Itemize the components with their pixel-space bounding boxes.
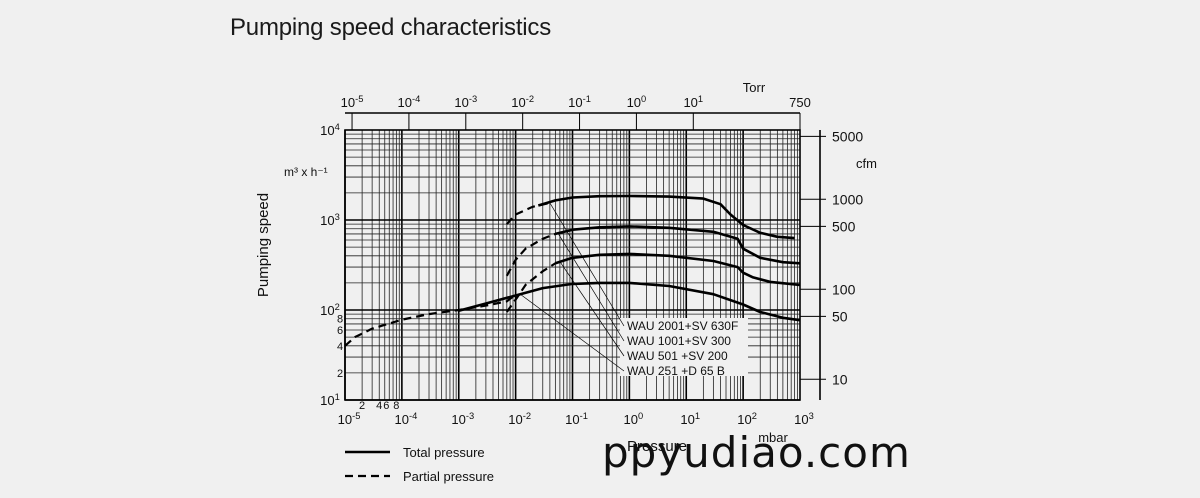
series-leader-line: [549, 202, 625, 327]
plot-frame: [344, 129, 801, 401]
chart-title: Pumping speed characteristics: [230, 14, 552, 41]
bottom-tick-label: 10-2: [508, 411, 531, 427]
left-minor-label: 2: [337, 368, 343, 380]
left-axis-m3h: 101 102 103 104 2 4 68: [320, 122, 343, 408]
bottom-minor-label: 6: [383, 400, 389, 412]
series-label: WAU 251 +D 65 B: [627, 364, 725, 378]
series-4-partial-curve: [344, 293, 517, 347]
left-minor-label: 4: [337, 341, 343, 353]
series-label: WAU 1001+SV 300: [627, 334, 731, 348]
left-tick-label: 104: [320, 122, 340, 138]
watermark-text: ppyudiao.com: [602, 428, 911, 477]
right-tick-label: 100: [832, 281, 856, 297]
bottom-axis-mbar: 10-5 10-4 10-3 10-2 10-1 100 101 102 103 2 4 6 8 mbar…: [338, 400, 814, 455]
series-3-total-curve: [555, 252, 801, 287]
bottom-tick-label: 10-3: [451, 411, 474, 427]
top-tick-label: 100: [627, 94, 647, 110]
series-3-partial-curve: [505, 262, 556, 313]
bottom-tick-label: 102: [737, 411, 757, 427]
top-tick-label: 10-4: [398, 94, 421, 110]
left-tick-label: 103: [320, 212, 340, 228]
top-axis-torr: 10-5 10-4 10-3 10-2 10-1 100 101 750 Torr: [341, 80, 811, 130]
bottom-tick-label: 10-5: [338, 411, 361, 427]
top-axis-unit: Torr: [743, 80, 766, 95]
right-tick-label: 50: [832, 308, 848, 324]
series-leader-line: [559, 261, 625, 357]
right-tick-label: 10: [832, 371, 848, 387]
right-axis-cfm: 10 50 100 500 1000 5000 cfm: [800, 128, 877, 400]
series-4-total-curve: [458, 281, 801, 322]
bottom-tick-label: 10-1: [565, 411, 588, 427]
left-minor-label: 6: [337, 325, 343, 337]
top-tick-label: 10-5: [341, 94, 364, 110]
series-label: WAU 2001+SV 630F: [627, 319, 738, 333]
bottom-tick-label: 101: [680, 411, 700, 427]
series-leader-line: [557, 232, 625, 342]
bottom-minor-label: 8: [393, 400, 399, 412]
bottom-minor-label: 4: [376, 400, 382, 412]
top-tick-label: 101: [683, 94, 703, 110]
left-tick-label: 102: [320, 302, 340, 318]
bottom-axis-unit: mbar: [758, 430, 788, 445]
legend-label: Total pressure: [403, 445, 485, 460]
top-tick-label: 10-2: [511, 94, 534, 110]
grid: [344, 129, 801, 401]
series-label: WAU 501 +SV 200: [627, 349, 728, 363]
series-2-partial-curve: [505, 232, 556, 277]
left-tick-label: 101: [320, 392, 340, 408]
top-tick-label: 750: [789, 95, 811, 110]
right-tick-label: 500: [832, 218, 856, 234]
legend-label: Partial pressure: [403, 469, 494, 484]
right-tick-label: 5000: [832, 128, 863, 144]
series-1-total-curve: [537, 194, 795, 240]
right-tick-label: 1000: [832, 191, 863, 207]
top-tick-label: 10-3: [454, 94, 477, 110]
series-leader-line: [519, 293, 625, 372]
x-axis-label: Pressure: [627, 438, 687, 455]
right-axis-unit: cfm: [856, 156, 877, 171]
series-2-total-curve: [555, 225, 801, 265]
bottom-tick-label: 100: [624, 411, 644, 427]
bottom-minor-label: 2: [359, 400, 365, 412]
bottom-tick-label: 10-4: [394, 411, 417, 427]
curves: [344, 194, 801, 347]
bottom-tick-label: 103: [794, 411, 814, 427]
legend: Total pressure Partial pressure: [345, 445, 494, 484]
top-tick-label: 10-1: [568, 94, 591, 110]
axis-titles: Pumping speed m³ x h⁻¹: [255, 165, 328, 297]
series-label-box: [620, 318, 748, 376]
left-minor-label: 8: [337, 314, 343, 326]
y-axis-unit: m³ x h⁻¹: [284, 165, 328, 179]
y-axis-label: Pumping speed: [255, 193, 272, 297]
